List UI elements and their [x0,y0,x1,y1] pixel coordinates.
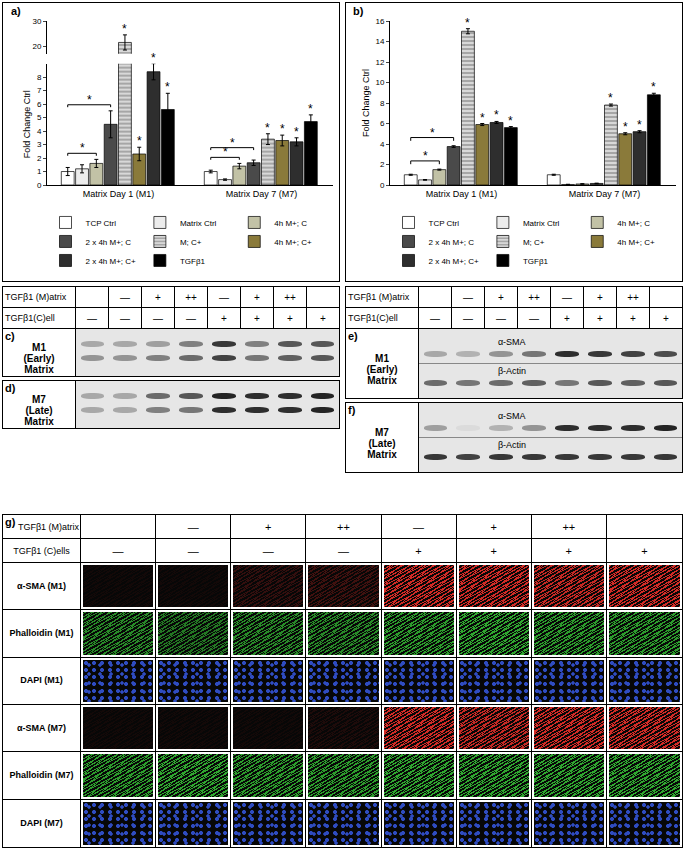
svg-text:*: * [608,91,613,105]
html-text:α-SMA (M1): α-SMA (M1) [16,580,67,591]
svg-text:TGFβ1: TGFβ1 [523,257,549,266]
svg-text:30: 30 [32,17,41,26]
html-text:TGFβ1 (M)atrix: TGFβ1 (M)atrix [348,292,410,302]
svg-text:Matrix Ctrl: Matrix Ctrl [523,219,560,228]
svg-text:*: * [651,80,656,94]
html-text:Phalloidin (M1): Phalloidin (M1) [9,628,74,638]
html-text:Matrix: Matrix [367,449,397,460]
html-text:Matrix: Matrix [367,375,397,386]
svg-text:4: 4 [380,140,385,149]
html-text:M7: M7 [32,394,46,405]
html-text:d): d) [5,382,16,394]
html-text:β-Actin: β-Actin [497,366,527,376]
html-text:(Early): (Early) [366,364,398,375]
svg-text:*: * [308,102,313,116]
svg-text:*: * [265,121,270,135]
svg-text:*: * [223,145,228,159]
svg-text:*: * [623,120,628,134]
svg-text:b): b) [353,5,364,17]
html-text:c): c) [5,330,15,342]
svg-text:*: * [465,16,470,30]
svg-text:*: * [165,80,170,94]
svg-text:0: 0 [380,181,385,190]
svg-text:M; C+: M; C+ [180,238,202,247]
svg-text:6: 6 [380,119,385,128]
html-text:M7: M7 [375,427,389,438]
svg-text:*: * [480,111,485,125]
svg-text:*: * [230,136,235,150]
svg-text:2 x 4h M+; C: 2 x 4h M+; C [86,238,132,247]
html-text:TGFβ1 (C)ells: TGFβ1 (C)ells [13,545,70,556]
svg-text:*: * [122,22,127,36]
html-text:(Late): (Late) [368,438,396,449]
html-text:TGFβ1 (M)atrix: TGFβ1 (M)atrix [5,292,67,302]
html-text:Matrix: Matrix [24,364,54,375]
svg-text:16: 16 [375,17,384,26]
html-text:α-SMA (M7): α-SMA (M7) [16,722,67,733]
svg-text:2 x 4h M+; C: 2 x 4h M+; C [429,238,475,247]
svg-text:Matrix Day 7 (M7): Matrix Day 7 (M7) [569,189,641,199]
svg-text:*: * [508,114,513,128]
svg-text:2 x 4h M+; C+: 2 x 4h M+; C+ [429,257,480,266]
html-text:e): e) [348,330,358,342]
svg-text:3: 3 [37,140,42,149]
html-text:α-SMA: α-SMA [497,411,526,421]
html-text:f): f) [348,404,356,416]
html-text:M1: M1 [32,342,46,353]
svg-text:*: * [430,126,435,140]
html-text:(Early): (Early) [23,353,55,364]
svg-text:TGFβ1: TGFβ1 [180,257,206,266]
svg-text:8: 8 [380,99,385,108]
svg-text:Matrix Ctrl: Matrix Ctrl [180,219,217,228]
svg-text:Fold Change Ctrl: Fold Change Ctrl [22,90,32,158]
svg-text:4: 4 [37,127,42,136]
svg-text:TCP Ctrl: TCP Ctrl [86,219,117,228]
html-text:(Late): (Late) [25,405,53,416]
html-text:β-Actin: β-Actin [497,440,527,450]
svg-text:10: 10 [375,78,384,87]
svg-text:1: 1 [37,167,42,176]
svg-text:*: * [151,51,156,65]
svg-text:Matrix Day 1 (M1): Matrix Day 1 (M1) [426,189,498,199]
svg-text:2: 2 [37,154,42,163]
svg-text:8: 8 [37,73,42,82]
svg-text:*: * [423,149,428,163]
svg-text:a): a) [11,5,21,17]
svg-text:12: 12 [375,58,384,67]
svg-text:0: 0 [37,181,42,190]
svg-text:M; C+: M; C+ [523,238,545,247]
svg-text:*: * [137,134,142,148]
html-text:Matrix: Matrix [24,416,54,427]
svg-text:Matrix Day 1 (M1): Matrix Day 1 (M1) [83,189,155,199]
svg-text:Fold Change Ctrl: Fold Change Ctrl [361,69,371,137]
svg-text:TCP Ctrl: TCP Ctrl [429,219,460,228]
html-text:TGFβ1(C)ell: TGFβ1(C)ell [348,313,398,323]
svg-text:20: 20 [32,42,41,51]
svg-text:Matrix Day 7 (M7): Matrix Day 7 (M7) [226,189,298,199]
svg-text:*: * [637,118,642,132]
html-text:M1: M1 [375,353,389,364]
svg-text:4h M+; C+: 4h M+; C+ [274,238,312,247]
html-text:α-SMA: α-SMA [497,337,526,347]
svg-text:4h M+; C: 4h M+; C [617,219,650,228]
svg-text:4h M+; C+: 4h M+; C+ [617,238,655,247]
svg-text:*: * [294,125,299,139]
svg-text:*: * [280,122,285,136]
svg-text:7: 7 [37,86,42,95]
svg-text:5: 5 [37,113,42,122]
svg-text:*: * [80,141,85,155]
svg-text:4h M+; C: 4h M+; C [274,219,307,228]
svg-text:2 x 4h M+; C+: 2 x 4h M+; C+ [86,257,137,266]
svg-text:*: * [87,93,92,107]
html-text:TGFβ1(C)ell: TGFβ1(C)ell [5,313,55,323]
html-text:DAPI (M1): DAPI (M1) [20,675,63,686]
html-text:g): g) [5,516,16,528]
html-text:DAPI (M7): DAPI (M7) [20,817,63,828]
html-text:Phalloidin (M7): Phalloidin (M7) [9,770,74,780]
svg-text:14: 14 [375,37,384,46]
svg-text:2: 2 [380,160,385,169]
svg-text:*: * [494,108,499,122]
html-text:TGFβ1 (M)atrix: TGFβ1 (M)atrix [17,521,80,532]
svg-text:6: 6 [37,100,42,109]
